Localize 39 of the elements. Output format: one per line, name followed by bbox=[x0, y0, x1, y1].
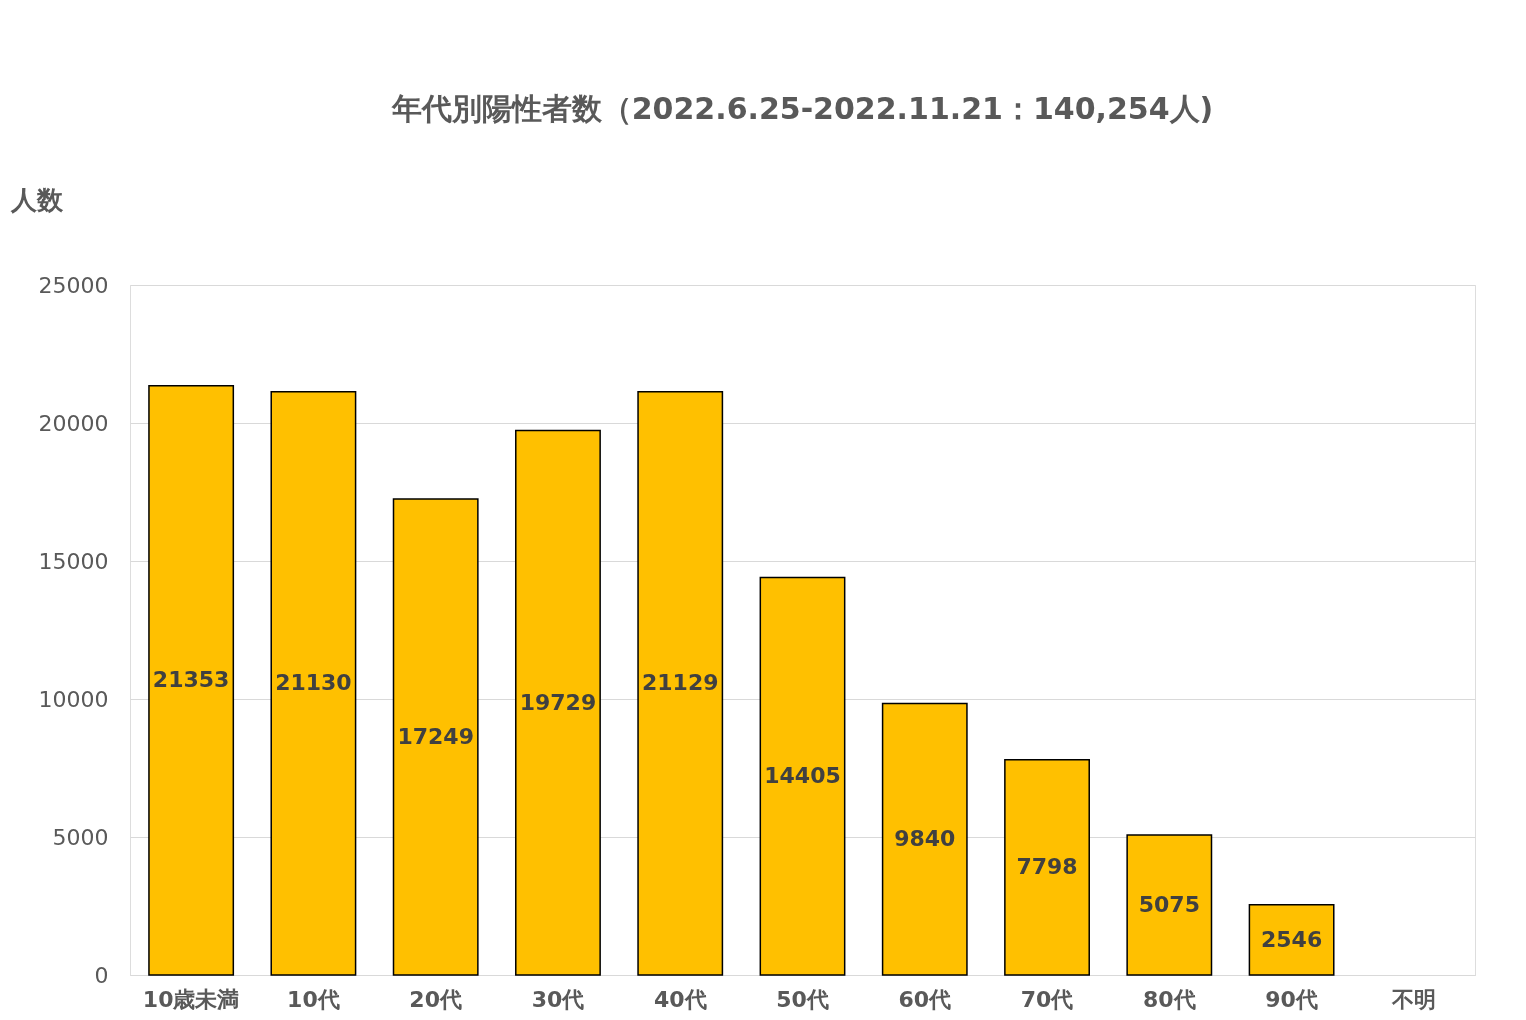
data-label: 21129 bbox=[641, 670, 719, 696]
bar bbox=[1248, 903, 1335, 976]
bar bbox=[759, 576, 846, 976]
x-tick-label: 60代 bbox=[898, 986, 952, 1012]
chart-title: 年代別陽性者数（2022.6.25-2022.11.21：140,254人) bbox=[390, 91, 1214, 126]
data-label: 2546 bbox=[1260, 926, 1323, 952]
x-tick-label: 30代 bbox=[531, 986, 585, 1012]
x-tick-label: 10代 bbox=[287, 986, 340, 1012]
bar bbox=[392, 498, 479, 976]
y-tick-label: 20000 bbox=[38, 410, 109, 436]
data-label: 7798 bbox=[1016, 854, 1078, 880]
data-label: 9840 bbox=[894, 826, 956, 852]
x-tick-label: 90代 bbox=[1265, 986, 1318, 1012]
x-tick-label: 70代 bbox=[1020, 986, 1074, 1012]
x-tick-label: 40代 bbox=[653, 986, 707, 1012]
x-tick-label: 50代 bbox=[776, 986, 829, 1012]
bar bbox=[270, 391, 357, 976]
y-tick-label: 5000 bbox=[52, 824, 109, 850]
y-tick-label: 25000 bbox=[38, 272, 109, 298]
bar bbox=[1004, 759, 1090, 976]
data-label: 19729 bbox=[519, 689, 597, 715]
y-tick-label: 0 bbox=[94, 962, 109, 988]
x-tick-label: 不明 bbox=[1390, 986, 1436, 1012]
y-axis-title: 人数 bbox=[9, 184, 64, 215]
y-tick-label: 15000 bbox=[38, 548, 109, 574]
data-label: 17249 bbox=[397, 723, 474, 749]
bar bbox=[148, 384, 235, 976]
bar bbox=[637, 391, 724, 976]
data-label: 5075 bbox=[1138, 891, 1200, 917]
x-tick-label: 20代 bbox=[409, 986, 462, 1012]
x-tick-label: 10歳未満 bbox=[142, 986, 240, 1012]
data-label: 14405 bbox=[764, 763, 841, 789]
y-tick-label: 10000 bbox=[38, 686, 109, 712]
data-label: 21353 bbox=[152, 667, 230, 693]
x-tick-label: 80代 bbox=[1143, 986, 1196, 1012]
bar bbox=[881, 702, 968, 976]
bar bbox=[1126, 834, 1213, 976]
bar bbox=[515, 429, 601, 976]
data-label: 21130 bbox=[275, 670, 352, 696]
